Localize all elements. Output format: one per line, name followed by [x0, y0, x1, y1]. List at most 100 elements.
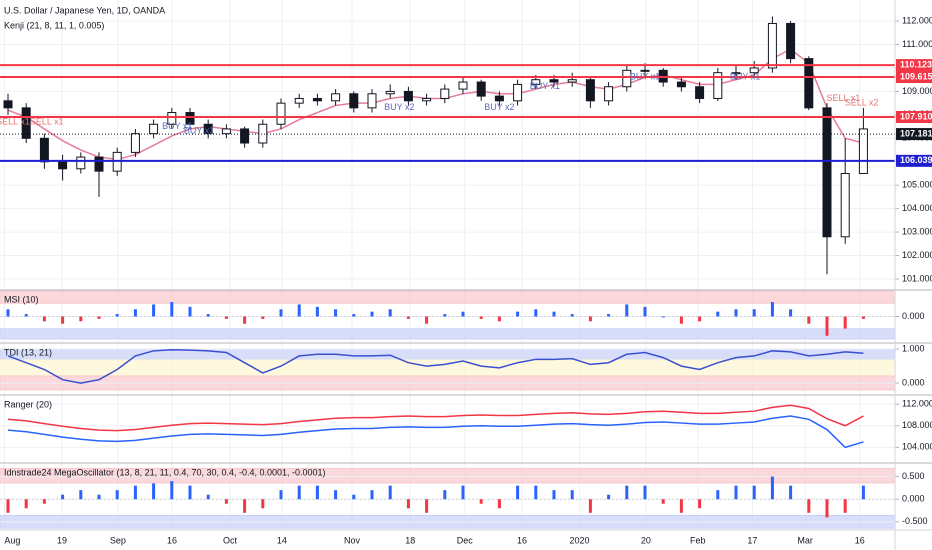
- histogram-bar: [61, 316, 65, 324]
- candle-body: [513, 83, 523, 102]
- y-tick-label: 0.000: [902, 311, 925, 321]
- y-tick-label: 108.000: [902, 420, 932, 430]
- histogram-bar: [843, 316, 847, 329]
- candle-body: [276, 102, 286, 125]
- signal-annotation: BUY x1: [162, 121, 192, 131]
- indicator-line: [7, 404, 864, 432]
- histogram-bar: [843, 499, 847, 513]
- histogram-bar: [115, 314, 119, 317]
- candle-body: [76, 156, 86, 170]
- candle-body: [604, 86, 614, 102]
- histogram-bar: [334, 309, 338, 317]
- histogram-bar: [224, 499, 228, 504]
- histogram-bar: [770, 476, 774, 500]
- y-tick-label: 104.000: [902, 442, 932, 452]
- histogram-bar: [479, 316, 483, 319]
- histogram-bar: [370, 311, 374, 317]
- signal-annotation: BUY x1: [730, 72, 760, 82]
- histogram-bar: [807, 316, 811, 324]
- candle-body: [858, 128, 868, 174]
- candle-body: [840, 172, 850, 238]
- x-tick-label: Nov: [344, 535, 361, 545]
- x-tick-label: 16: [855, 535, 865, 545]
- histogram-bar: [534, 309, 538, 317]
- histogram-bar: [297, 485, 301, 500]
- histogram-bar: [6, 309, 10, 317]
- histogram-bar: [388, 485, 392, 500]
- candle-body: [767, 22, 777, 69]
- histogram-bar: [24, 499, 28, 509]
- candle-body: [422, 97, 432, 102]
- chart-subtitle: Kenji (21, 8, 11, 1, 0.005): [4, 20, 104, 30]
- histogram-bar: [861, 485, 865, 500]
- candle-body: [130, 133, 140, 153]
- candle-body: [531, 79, 541, 85]
- level-label: 107.910: [900, 111, 932, 121]
- candle-body: [331, 93, 341, 102]
- level-label-box: [896, 59, 932, 72]
- signal-annotation: SELL x2: [845, 98, 879, 108]
- candle-body: [221, 128, 231, 135]
- panel-title: Idnstrade24 MegaOscillator (13, 8, 21, 1…: [4, 467, 326, 477]
- histogram-bar: [152, 483, 156, 500]
- histogram-bar: [443, 314, 447, 317]
- level-label: 110.123: [900, 59, 932, 69]
- candle-body: [494, 95, 504, 102]
- x-tick-label: 18: [405, 535, 415, 545]
- histogram-bar: [570, 490, 574, 500]
- histogram-bar: [152, 304, 156, 317]
- candle-body: [713, 72, 723, 99]
- candle-body: [149, 123, 159, 135]
- histogram-bar: [388, 309, 392, 317]
- level-label-box: [896, 110, 932, 123]
- candle-body: [549, 79, 559, 83]
- signal-annotation: BUY x1: [530, 81, 560, 91]
- panels: 101.000 102.000 103.000 104.000 105.000 106.0…: [0, 5, 932, 545]
- level-label: 109.615: [900, 71, 932, 81]
- y-tick-label: 102.000: [902, 250, 932, 260]
- signal-annotation: BUY x2: [484, 102, 514, 112]
- histogram-bar: [479, 499, 483, 504]
- signal-annotation: SELL x1SELL x1: [0, 116, 64, 126]
- band: [0, 290, 896, 304]
- histogram-bar: [734, 485, 738, 500]
- candle-body: [167, 112, 177, 125]
- histogram-bar: [279, 309, 283, 317]
- histogram-bar: [516, 311, 520, 317]
- histogram-bar: [224, 316, 228, 319]
- level-label-box: [896, 71, 932, 84]
- histogram-bar: [133, 485, 137, 500]
- histogram-bar: [315, 306, 319, 317]
- histogram-bar: [497, 499, 501, 509]
- indicator-line: [7, 415, 864, 449]
- signal-annotation: BUY x1: [184, 126, 214, 136]
- x-tick-label: Dec: [457, 535, 474, 545]
- candle-body: [786, 22, 796, 60]
- last-price-label: 107.181: [900, 128, 932, 138]
- histogram-bar: [643, 306, 647, 317]
- candle-body: [203, 123, 213, 135]
- histogram-bar: [61, 494, 65, 500]
- x-tick-label: 16: [517, 535, 527, 545]
- histogram-bar: [534, 485, 538, 500]
- histogram-bar: [716, 490, 720, 500]
- histogram-bar: [206, 314, 210, 317]
- y-tick-label: 0.000: [902, 494, 925, 504]
- histogram-bar: [97, 316, 101, 319]
- level-label: 106.039: [900, 155, 932, 165]
- y-tick-label: 109.000: [902, 86, 932, 96]
- candle-body: [640, 69, 650, 72]
- histogram-bar: [661, 316, 665, 318]
- histogram-bar: [497, 316, 501, 322]
- y-tick-label: 101.000: [902, 273, 932, 283]
- histogram-bar: [607, 494, 611, 500]
- histogram-bar: [115, 490, 119, 500]
- panel-title: U.S. Dollar / Japanese Yen, 1D, OANDA: [4, 5, 165, 15]
- histogram-bar: [770, 302, 774, 317]
- histogram-bar: [297, 304, 301, 317]
- histogram-bar: [24, 314, 28, 317]
- histogram-bar: [752, 309, 756, 317]
- candle-body: [240, 128, 250, 144]
- histogram-bar: [370, 490, 374, 500]
- histogram-bar: [206, 494, 210, 500]
